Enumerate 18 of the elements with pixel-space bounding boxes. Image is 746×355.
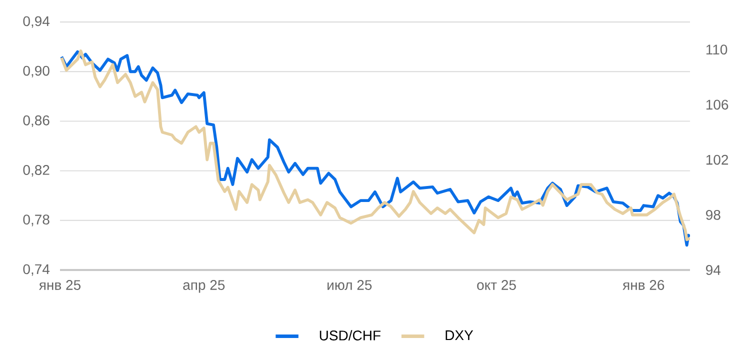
- y-tick-label: 0,90: [23, 66, 50, 78]
- x-tick-label: янв 25: [39, 280, 81, 290]
- y2-tick-label: 94: [706, 265, 721, 275]
- x-tick-label: июл 25: [328, 280, 372, 290]
- y2-tick-label: 110: [706, 44, 728, 55]
- x-tick-label: янв 26: [622, 280, 664, 290]
- y-tick-label: 0,74: [23, 264, 50, 276]
- y2-tick-label: 102: [706, 154, 728, 165]
- y-tick-label: 0,94: [23, 16, 50, 28]
- y2-tick-label: 98: [706, 210, 720, 220]
- y2-tick-label: 106: [706, 100, 728, 110]
- x-tick-label: апр 25: [183, 280, 225, 293]
- legend-label: USD/CHF: [320, 330, 380, 340]
- x-tick-label: окт 25: [477, 280, 516, 290]
- y-tick-label: 0,78: [23, 214, 50, 226]
- y-tick-label: 0,86: [23, 115, 50, 127]
- legend-label: DXY: [446, 330, 474, 340]
- y-tick-label: 0,82: [23, 165, 50, 177]
